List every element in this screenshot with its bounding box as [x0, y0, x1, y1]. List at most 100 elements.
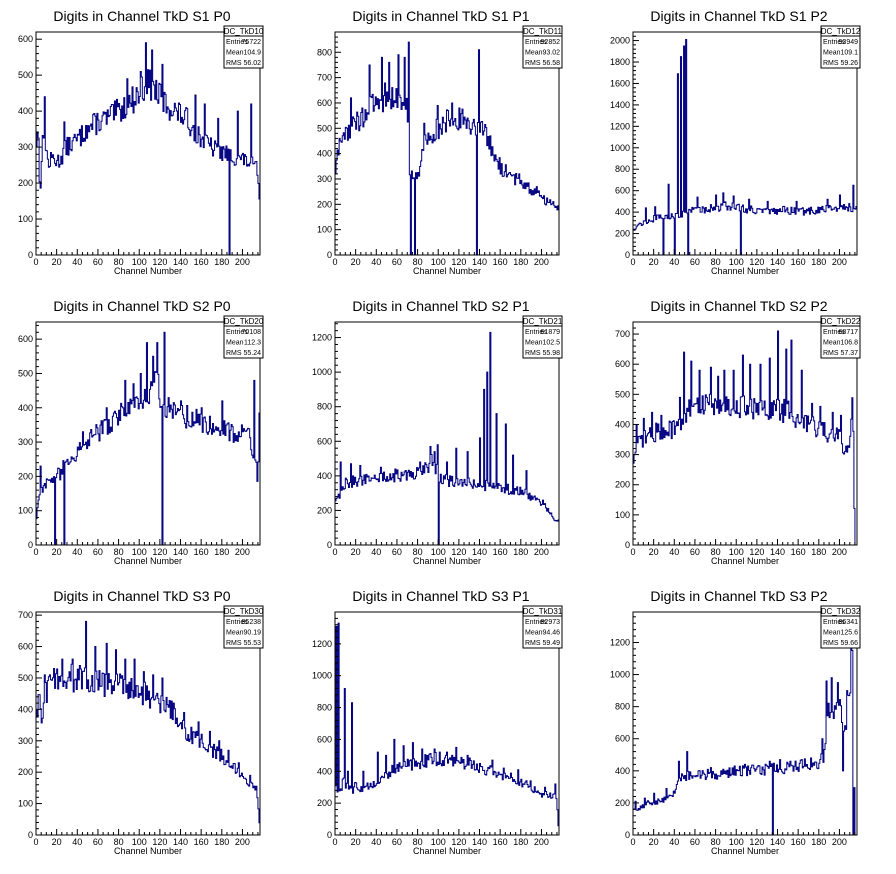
x-tick-label: 80	[711, 547, 721, 557]
y-tick-label: 300	[18, 437, 33, 447]
chart-title: Digits in Channel TkD S2 P2	[650, 298, 827, 314]
x-tick-label: 200	[235, 837, 250, 847]
y-tick-label: 400	[18, 704, 33, 714]
stats-box	[820, 25, 861, 69]
stats-mean-value: 93.02	[542, 50, 560, 57]
stats-entries-value: 93949	[839, 39, 859, 46]
y-tick-label: 500	[18, 368, 33, 378]
plot-frame	[334, 321, 560, 546]
x-tick-label: 160	[493, 547, 508, 557]
y-tick-label: 400	[317, 766, 332, 776]
y-tick-label: 1200	[312, 333, 332, 343]
chart-title: Digits in Channel TkD S2 P1	[352, 298, 529, 314]
x-tick-label: 60	[690, 547, 700, 557]
x-tick-label: 80	[114, 837, 124, 847]
y-tick-label: 300	[18, 736, 33, 746]
y-tick-label: 0	[327, 250, 332, 260]
stats-entries-value: 92852	[541, 39, 561, 46]
x-tick-label: 140	[770, 837, 785, 847]
y-tick-label: 1800	[610, 57, 630, 67]
stats-rms-value: 55.98	[542, 350, 560, 357]
plot-frame	[334, 611, 560, 836]
x-tick-label: 80	[413, 837, 423, 847]
x-tick-label: 0	[332, 837, 337, 847]
x-tick-label: 120	[152, 837, 167, 847]
y-tick-label: 400	[615, 766, 630, 776]
x-tick-label: 200	[832, 837, 847, 847]
y-tick-label: 800	[615, 164, 630, 174]
y-tick-label: 200	[317, 505, 332, 515]
x-tick-label: 0	[33, 257, 38, 267]
x-tick-label: 100	[132, 257, 147, 267]
stats-histogram-name: DC_TkD12	[821, 27, 861, 36]
stats-histogram-name: DC_TkD22	[821, 317, 861, 326]
histogram-panel-3: Digits in Channel TkD S1 P2 0 20 40 60 80 100 1…	[610, 8, 861, 276]
x-tick-label: 100	[729, 837, 744, 847]
x-axis-label: Channel Number	[413, 556, 481, 566]
stats-box	[522, 315, 563, 359]
stats-mean-value: 90.19	[243, 630, 261, 637]
x-tick-label: 140	[173, 257, 188, 267]
stats-rms-value: 59.26	[840, 60, 858, 67]
y-tick-label: 1200	[610, 637, 630, 647]
stats-histogram-name: DC_TkD31	[523, 607, 563, 616]
x-tick-label: 20	[52, 837, 62, 847]
y-tick-label: 200	[317, 199, 332, 209]
stats-entries-label: Entries	[226, 619, 248, 626]
histogram-series	[334, 622, 560, 835]
y-tick-label: 100	[317, 225, 332, 235]
x-tick-label: 0	[630, 547, 635, 557]
x-tick-label: 40	[371, 547, 381, 557]
x-tick-label: 160	[791, 837, 806, 847]
stats-mean-label: Mean	[525, 50, 543, 57]
stats-rms-label: RMS	[525, 350, 541, 357]
x-tick-label: 60	[690, 837, 700, 847]
y-tick-label: 100	[615, 510, 630, 520]
stats-entries-value: 68717	[839, 329, 859, 336]
stats-box	[522, 25, 563, 69]
y-tick-label: 1000	[610, 143, 630, 153]
stats-rms-label: RMS	[226, 60, 242, 67]
x-tick-label: 180	[214, 257, 229, 267]
y-tick-label: 1200	[312, 639, 332, 649]
x-tick-label: 200	[832, 257, 847, 267]
stats-entries-value: 70108	[242, 329, 262, 336]
y-tick-label: 800	[615, 702, 630, 712]
y-tick-label: 500	[615, 389, 630, 399]
stats-rms-value: 55.53	[243, 640, 261, 647]
chart-title: Digits in Channel TkD S3 P1	[352, 588, 529, 604]
y-tick-label: 100	[18, 506, 33, 516]
histogram-panel-8: Digits in Channel TkD S3 P1 0 20 40 60 80 100 1…	[312, 588, 563, 856]
chart-title: Digits in Channel TkD S3 P0	[53, 588, 230, 604]
x-tick-label: 120	[152, 547, 167, 557]
stats-rms-value: 56.58	[542, 60, 560, 67]
y-tick-label: 100	[18, 214, 33, 224]
histogram-series	[35, 331, 261, 546]
x-axis-label: Channel Number	[711, 266, 779, 276]
stats-rms-value: 59.66	[840, 640, 858, 647]
x-tick-label: 40	[371, 837, 381, 847]
y-tick-label: 400	[18, 106, 33, 116]
plot-frame	[35, 611, 261, 836]
x-tick-label: 60	[93, 257, 103, 267]
y-tick-label: 1000	[312, 671, 332, 681]
stats-rms-label: RMS	[823, 350, 839, 357]
x-tick-label: 140	[472, 257, 487, 267]
x-tick-label: 180	[811, 547, 826, 557]
stats-rms-label: RMS	[525, 640, 541, 647]
stats-rms-label: RMS	[823, 640, 839, 647]
stats-entries-value: 75722	[242, 39, 262, 46]
x-tick-label: 120	[451, 257, 466, 267]
y-tick-label: 0	[28, 250, 33, 260]
stats-mean-value: 112.3	[244, 340, 261, 347]
chart-title: Digits in Channel TkD S1 P1	[352, 8, 529, 24]
x-tick-label: 140	[173, 837, 188, 847]
x-tick-label: 20	[351, 837, 361, 847]
stats-rms-label: RMS	[226, 640, 242, 647]
x-tick-label: 160	[194, 257, 209, 267]
chart-title: Digits in Channel TkD S3 P2	[650, 588, 827, 604]
stats-entries-label: Entries	[226, 329, 248, 336]
y-tick-label: 400	[18, 403, 33, 413]
x-axis-label: Channel Number	[413, 846, 481, 856]
x-tick-label: 160	[194, 837, 209, 847]
